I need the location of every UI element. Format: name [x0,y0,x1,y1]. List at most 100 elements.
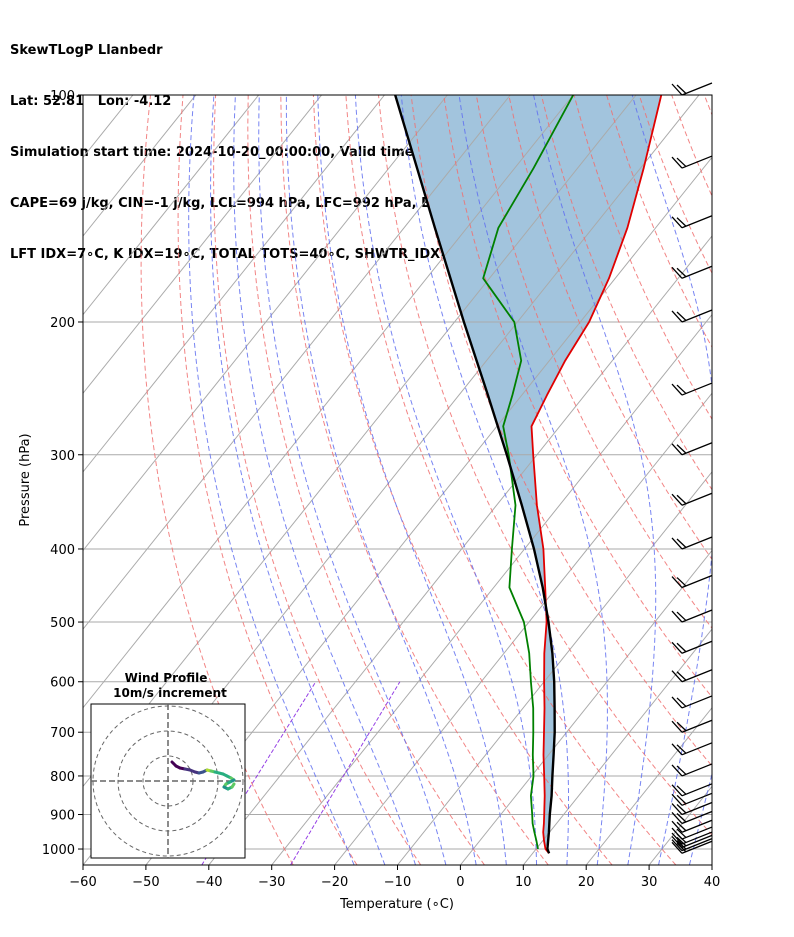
wind-barb [671,442,713,456]
wind-barb [671,536,713,550]
wind-barb [671,783,713,797]
isotherm-line [0,95,70,865]
location-line: Lat: 52.81 Lon: -4.12 [10,94,172,109]
x-axis-label: Temperature (∘C) [339,897,454,912]
isotherm-line [648,785,712,865]
dry-adiabat-line [703,95,712,117]
dry-adiabat-line [540,95,712,491]
wind-barb [671,669,713,683]
isotherm-line [83,95,260,316]
isotherm-line [585,706,712,865]
y-tick-label: 700 [50,726,75,741]
moist-adiabat-line [188,95,355,865]
y-tick-label: 600 [50,676,75,691]
x-tick-label: −50 [132,875,159,890]
dry-adiabat-line [671,95,712,198]
moist-adiabat-line [317,95,507,865]
dry-adiabat-line [770,95,794,865]
y-axis-label: Pressure (hPa) [18,433,33,526]
wind-barb [671,719,713,733]
x-tick-label: −60 [69,875,96,890]
dry-adiabat-line [573,95,712,421]
wind-barb [671,810,713,825]
x-tick-label: 20 [578,875,595,890]
y-tick-label: 800 [50,770,75,785]
wind-barb [671,834,713,848]
dry-adiabat-line [378,95,712,836]
isotherm-line [83,95,448,552]
isotherm-line [334,392,712,865]
x-tick-label: 30 [641,875,658,890]
dry-adiabat-line [638,95,712,275]
moist-adiabat-line [400,95,569,865]
wind-barb [671,742,713,756]
wind-barb [671,792,713,806]
x-tick-label: −40 [195,875,222,890]
moist-adiabat-line [631,95,712,865]
wind-barb [671,215,713,229]
temperature-line [530,95,663,854]
mixing-ratio-line [290,681,401,865]
wind-barb [671,695,713,709]
y-tick-label: 1000 [42,843,75,858]
inset-subtitle: 10m/s increment [113,686,227,700]
wind-barb [671,382,713,396]
isotherm-line [83,95,197,237]
x-tick-label: 10 [515,875,532,890]
isotherm-line [83,95,574,709]
dry-adiabat-line [177,95,358,865]
chart-title: SkewTLogP Llanbedr [10,43,163,58]
dry-adiabat-line [475,95,712,630]
dry-adiabat-line [443,95,712,698]
dewpoint-line [482,95,574,850]
dry-adiabat-line [737,95,794,865]
isotherm-line [145,156,712,865]
hodograph-segment [230,782,236,789]
dry-adiabat-line [410,95,712,767]
y-tick-label: 500 [50,616,75,631]
x-tick-label: −10 [384,875,411,890]
moist-adiabat-line [233,95,416,865]
wind-barb [671,838,713,852]
wind-barb [671,801,713,816]
wind-barb [671,492,713,506]
inset-title: Wind Profile [125,671,208,685]
isotherm-line [271,313,712,865]
isotherm-line [522,628,712,865]
x-tick-label: 40 [704,875,721,890]
wind-profile-inset: Wind Profile 10m/s increment [90,671,246,859]
isotherm-line [83,95,385,473]
dry-adiabat-line [213,95,422,865]
moist-adiabat-line [458,95,608,865]
dry-adiabat-line [606,95,712,349]
dry-adiabat-line [140,95,294,865]
moist-adiabat-line [258,95,447,865]
x-tick-label: −20 [321,875,348,890]
dry-adiabat-line [345,95,677,865]
parcel-path-line [394,95,556,854]
wind-barb [671,309,713,323]
wind-barb [671,155,713,169]
wind-barb [671,826,713,840]
isotherm-line [775,95,794,865]
mixing-ratio-line [201,681,317,865]
isotherm-line [711,864,712,865]
x-tick-label: −30 [258,875,285,890]
wind-barb [671,574,713,589]
dry-adiabat-line [247,95,485,865]
isotherm-line [208,235,712,865]
cape-area [395,95,662,846]
y-tick-label: 400 [50,543,75,558]
y-tick-label: 300 [50,449,75,464]
y-tick-label: 200 [50,316,75,331]
moist-adiabat-line [210,95,386,865]
wind-barb [671,609,713,623]
dry-adiabat-line [280,95,549,865]
x-tick-label: 0 [456,875,464,890]
y-tick-label: 100 [50,89,75,104]
isotherm-line [83,95,322,395]
isotherm-line [460,549,712,865]
dry-adiabat-line [312,95,613,865]
wind-barb [671,265,713,279]
